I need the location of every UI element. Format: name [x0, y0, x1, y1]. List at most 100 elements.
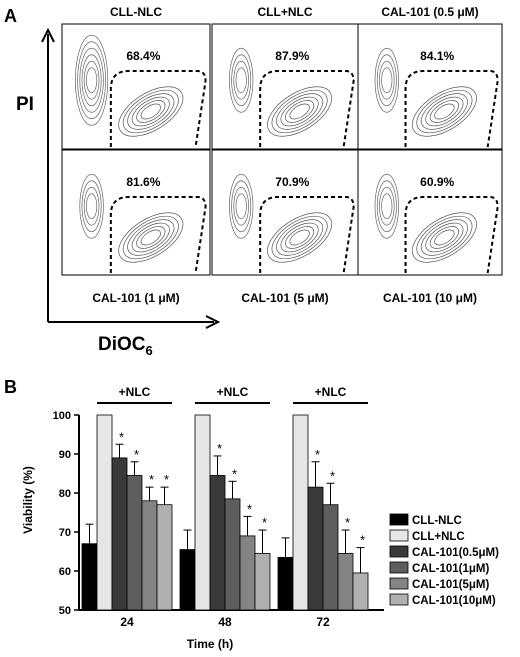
contour-line-live [267, 212, 333, 263]
contour-line-live [122, 215, 179, 260]
significance-star: * [262, 515, 267, 530]
bar-5-0 [156, 504, 173, 611]
dioc-axis-arrowhead [205, 315, 221, 329]
x-tick-label: 48 [218, 615, 232, 629]
significance-star: * [345, 515, 350, 530]
significance-star: * [119, 429, 124, 444]
flow-cytometry-panel: A PI DiOC6 CLL-NLC 68.4% CLL+NLC 87.9% CAL-1… [4, 5, 503, 358]
y-tick-label: 100 [53, 410, 71, 422]
contour-line-dead [374, 47, 399, 113]
significance-star: * [217, 441, 222, 456]
nlc-group-header: +NLC [217, 385, 249, 399]
plot-title: CLL-NLC [110, 5, 162, 19]
contour-line-live [122, 89, 179, 134]
dashed-gate [404, 70, 499, 148]
bar-4-1 [239, 535, 256, 611]
contour-line-dead [233, 60, 249, 100]
contour-line-dead [79, 173, 104, 239]
contour-line-dead [376, 180, 397, 233]
significance-star: * [330, 468, 335, 483]
x-tick-label: 24 [120, 615, 134, 629]
significance-star: * [134, 447, 139, 462]
x-axis-label-dioc: DiOC6 [98, 334, 153, 358]
gate-percentage: 81.6% [126, 175, 160, 189]
contour-line-live [280, 96, 319, 127]
significance-star: * [315, 447, 320, 462]
contour-line-live [280, 222, 319, 253]
contour-line-dead [75, 34, 109, 126]
y-tick-label: 70 [59, 527, 71, 539]
x-axis-title: Time (h) [187, 637, 233, 651]
legend-swatch [389, 545, 409, 558]
plot-title: CAL-101 (10 μM) [383, 291, 477, 305]
contour-line-live [127, 93, 175, 130]
contour-plot-4: CAL-101 (1 μM) 81.6% [61, 149, 211, 305]
legend-label: CLL+NLC [412, 531, 465, 543]
contour-line-dead [374, 173, 399, 239]
contour-line-dead [229, 173, 254, 239]
contour-line-dead [376, 54, 397, 107]
chart-legend: CLL-NLC CLL+NLC CAL-101(0.5μM) CAL-101(1μM)… [389, 513, 499, 607]
dashed-gate [259, 196, 355, 274]
bar-0-0 [81, 543, 98, 611]
contour-line-live [276, 219, 324, 256]
contour-line-live [434, 229, 455, 246]
plot-frame [61, 149, 211, 276]
y-tick-label: 80 [59, 488, 71, 500]
legend-label: CAL-101(5μM) [412, 579, 489, 591]
contour-line-live [420, 219, 468, 256]
contour-line-live [416, 215, 473, 260]
panel-a-label: A [4, 6, 17, 26]
bar-0-2 [277, 556, 294, 611]
contour-plot-1: CLL-NLC 68.4% [61, 5, 211, 150]
legend-label: CAL-101(0.5μM) [412, 547, 499, 559]
bar-chart-layer: 50 60 70 80 90 100 24 +NLC * * * * 48 +NLC * * * * 72 +NLC *… [53, 385, 384, 629]
contour-line-dead [379, 186, 395, 226]
dashed-gate [259, 70, 355, 148]
legend-label: CAL-101(10μM) [412, 595, 496, 607]
bar-1-2 [292, 414, 309, 611]
contour-line-dead [235, 67, 247, 94]
contour-line-dead [231, 54, 252, 107]
significance-star: * [360, 533, 365, 548]
contour-line-live [285, 226, 315, 249]
significance-star: * [164, 472, 169, 487]
contour-line-live [271, 89, 328, 134]
bar-2-0 [111, 457, 128, 611]
contour-plot-5: CAL-101 (5 μM) 70.9% [211, 149, 359, 305]
bar-3-0 [126, 475, 143, 611]
bar-3-2 [322, 504, 339, 611]
plot-title: CLL+NLC [258, 5, 313, 19]
plot-title: CAL-101 (1 μM) [92, 291, 179, 305]
contour-line-live [136, 100, 166, 123]
contour-line-live [289, 103, 310, 120]
legend-swatch [389, 529, 409, 542]
panel-b-label: B [4, 377, 17, 397]
bar-2-1 [209, 475, 226, 611]
y-axis-label-pi: PI [16, 94, 34, 115]
plot-frame [61, 23, 211, 150]
gate-percentage: 60.9% [420, 175, 454, 189]
contour-line-live [429, 100, 459, 123]
dashed-gate [404, 196, 499, 274]
bar-1-1 [194, 414, 211, 611]
bar-4-0 [141, 500, 158, 611]
y-tick-label: 90 [59, 449, 71, 461]
contour-line-live [289, 229, 310, 246]
bar-4-2 [337, 553, 354, 611]
viability-bar-chart: B Viability (%) Time (h) 50 60 70 80 90 100 24… [4, 377, 499, 651]
contour-line-dead [81, 54, 102, 107]
bar-0-1 [179, 549, 196, 611]
contour-line-live [131, 96, 170, 127]
dashed-gate [109, 196, 207, 274]
contour-line-dead [79, 47, 104, 113]
gate-percentage: 68.4% [126, 49, 160, 63]
contour-line-dead [86, 193, 98, 220]
contour-line-live [127, 219, 175, 256]
contour-plot-2: CLL+NLC 87.9% [211, 5, 359, 150]
x-tick-label: 72 [316, 615, 330, 629]
significance-star: * [232, 466, 237, 481]
dashed-gate [109, 70, 207, 148]
legend-swatch [389, 513, 409, 526]
gate-percentage: 70.9% [275, 175, 309, 189]
